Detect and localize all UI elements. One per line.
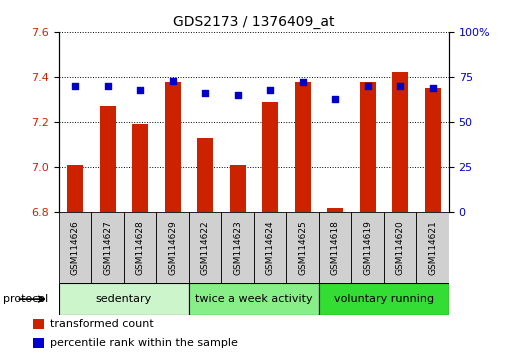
Bar [262, 102, 278, 212]
Title: GDS2173 / 1376409_at: GDS2173 / 1376409_at [173, 16, 334, 29]
Bar [91, 212, 124, 283]
Bar [319, 212, 351, 283]
Bar [100, 106, 116, 212]
Text: sedentary: sedentary [96, 294, 152, 304]
Point [428, 85, 437, 91]
Point [299, 80, 307, 85]
Bar [286, 212, 319, 283]
Text: GSM114621: GSM114621 [428, 221, 437, 275]
Text: GSM114622: GSM114622 [201, 221, 210, 275]
Bar [33, 319, 44, 329]
Text: percentile rank within the sample: percentile rank within the sample [50, 338, 238, 348]
Bar [156, 212, 189, 283]
Point [104, 83, 112, 89]
Bar [197, 138, 213, 212]
Bar [254, 212, 286, 283]
Point [201, 90, 209, 96]
Bar [132, 124, 148, 212]
Bar [189, 283, 319, 315]
Bar [222, 212, 254, 283]
Bar [392, 73, 408, 212]
Text: GSM114627: GSM114627 [103, 221, 112, 275]
Point [71, 83, 80, 89]
Text: GSM114624: GSM114624 [266, 221, 274, 275]
Text: transformed count: transformed count [50, 319, 154, 329]
Point [136, 87, 144, 92]
Bar [319, 283, 449, 315]
Text: twice a week activity: twice a week activity [195, 294, 313, 304]
Text: protocol: protocol [4, 294, 49, 304]
Point [331, 96, 339, 102]
Text: GSM114625: GSM114625 [298, 221, 307, 275]
Text: voluntary running: voluntary running [334, 294, 434, 304]
Text: GSM114619: GSM114619 [363, 220, 372, 275]
Bar [351, 212, 384, 283]
Bar [59, 283, 189, 315]
Bar [229, 165, 246, 212]
Text: GSM114628: GSM114628 [136, 221, 145, 275]
Bar [124, 212, 156, 283]
Bar [59, 212, 91, 283]
Text: GSM114620: GSM114620 [396, 221, 405, 275]
Point [364, 83, 372, 89]
Text: GSM114618: GSM114618 [331, 220, 340, 275]
Bar [189, 212, 222, 283]
Bar [67, 165, 83, 212]
Bar [294, 81, 311, 212]
Bar [360, 81, 376, 212]
Point [233, 92, 242, 98]
Bar [165, 81, 181, 212]
Bar [424, 88, 441, 212]
Text: GSM114623: GSM114623 [233, 221, 242, 275]
Point [169, 78, 177, 84]
Bar [33, 338, 44, 348]
Bar [417, 212, 449, 283]
Bar [327, 208, 343, 212]
Point [396, 83, 404, 89]
Text: GSM114629: GSM114629 [168, 221, 177, 275]
Point [266, 87, 274, 92]
Text: GSM114626: GSM114626 [71, 221, 80, 275]
Bar [384, 212, 417, 283]
